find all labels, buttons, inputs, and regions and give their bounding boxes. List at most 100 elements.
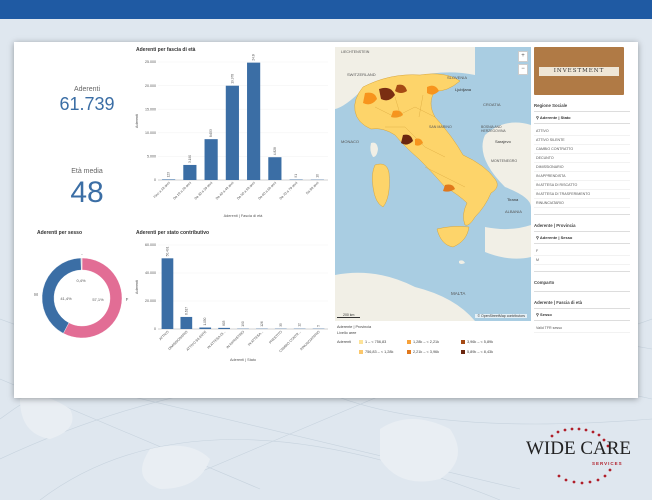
region-title: Regione Sociale <box>534 103 568 108</box>
province-orange-1[interactable] <box>363 92 377 105</box>
zoom-in-button[interactable]: + <box>518 51 528 62</box>
data-label: 123 <box>167 172 171 178</box>
gender-item[interactable]: M <box>534 256 630 265</box>
state-item[interactable]: RINUNCIATARIO <box>534 199 630 208</box>
status-bar-chart[interactable]: 60.000 40.000 20.000 0 Aderenti 50.491 ATTIVO 8… <box>132 237 332 372</box>
corsica <box>370 142 378 157</box>
y-tick-label: 40.000 <box>145 271 156 275</box>
age-bar-chart[interactable]: 25.000 20.000 15.000 10.000 5.000 0 Aderenti 12… <box>132 54 332 229</box>
bar <box>180 316 193 329</box>
state-filter-search[interactable]: ⚲ Aderente | Stato <box>534 111 630 124</box>
data-label: 50.491 <box>165 246 169 256</box>
map-zoom-controls: + − <box>518 51 528 77</box>
label-slovenia: SLOVENIA <box>447 75 468 80</box>
bar <box>218 327 230 329</box>
legend-swatch <box>407 350 411 354</box>
bar <box>199 327 212 329</box>
y-tick-label: 20.000 <box>145 84 156 88</box>
x-tick-label: IN ATTESA... <box>247 330 264 347</box>
wide-care-logo: WIDE CARE SERVICES <box>522 426 642 486</box>
province-filter-title[interactable]: Aderente | Provincia <box>534 223 576 228</box>
state-item[interactable]: IN ATTESA DI RISCATTO <box>534 181 630 190</box>
x-tick-label: Fino a 18 anni <box>153 181 171 199</box>
state-item[interactable]: DECUNTO <box>534 154 630 163</box>
data-label: 3.190 <box>188 155 192 163</box>
x-tick-label: ATTIVO <box>158 330 170 342</box>
status-chart-title: Aderenti per stato contributivo <box>136 230 210 236</box>
legend-item: 2,21k – < 3,96k <box>407 350 439 354</box>
label-croatia: CROATIA <box>483 102 501 107</box>
province-orange-5[interactable] <box>443 184 455 192</box>
donut-slice <box>80 257 83 271</box>
x-tick-label: Da 50 a 59 anni <box>236 181 256 201</box>
divider <box>534 214 630 215</box>
africa-land <box>335 272 475 321</box>
x-tick-label: PRESTITO <box>268 330 283 345</box>
gender-item[interactable]: F <box>534 247 630 256</box>
gender-chart-title: Aderenti per sesso <box>37 230 83 236</box>
sardinia[interactable] <box>372 163 390 208</box>
data-label: 24.866 <box>252 54 256 61</box>
province-orange-4[interactable] <box>415 138 423 146</box>
slice-label-other: 0,4% <box>76 278 86 283</box>
x-tick-label: ATTIVO SILENTE <box>185 329 207 351</box>
state-item[interactable]: DIMISSIONARIO <box>534 163 630 172</box>
y-tick-label: 0 <box>154 178 156 182</box>
sicily[interactable] <box>436 226 470 248</box>
data-label: 190 <box>241 321 245 327</box>
label-sarajevo: Sarajevo <box>495 139 511 144</box>
sex-filter-search[interactable]: ⚲ Sesso <box>534 308 630 321</box>
state-item[interactable]: IN APPRENDISTA <box>534 172 630 181</box>
y-tick-label: 0 <box>154 327 156 331</box>
province-orange-3[interactable] <box>391 110 403 118</box>
province-map[interactable]: LIECHTENSTEIN SWITZERLAND SLOVENIA Ljubl… <box>335 47 531 321</box>
legend-item: 1,28k – < 2,21k <box>407 340 439 344</box>
province-firenze[interactable] <box>401 134 413 145</box>
legend-item: 5,89k – < 8,43k <box>461 350 493 354</box>
logo-subtitle: SERVICES <box>592 461 623 466</box>
data-label: 8.653 <box>209 129 213 137</box>
map-graphic <box>335 47 531 321</box>
top-bar <box>0 0 652 19</box>
province-milano[interactable] <box>379 87 395 101</box>
x-tick-label: Da 60 a 69 anni <box>257 181 277 201</box>
data-label: 4.828 <box>273 147 277 155</box>
data-label: 803 <box>222 320 226 326</box>
legend-item-label: 1 – < 756,83 <box>365 340 387 344</box>
gender-donut-chart[interactable]: 57,1% 41,4% 0,4% M F - <box>34 240 134 350</box>
age-filter-title[interactable]: Aderente | Fascia di età <box>534 300 583 305</box>
state-item[interactable]: IN ATTESA DI TRASFERIMENTO <box>534 190 630 199</box>
x-tick-label: Da 19 a 29 anni <box>172 181 192 201</box>
label-montenegro: MONTENEGRO <box>491 159 518 163</box>
state-item[interactable]: CAMBIO CONTRATTO <box>534 145 630 154</box>
data-label: 19.978 <box>230 74 234 84</box>
legend-item: 756,83 – < 1,28k <box>359 350 393 354</box>
province-orange-2[interactable] <box>427 85 439 95</box>
province-brown-2[interactable] <box>395 84 407 93</box>
legend-swatch <box>461 340 465 344</box>
age-kpi-value: 48 <box>70 176 104 209</box>
data-label: 91 <box>294 174 298 178</box>
company-filter-title[interactable]: Comparto <box>534 280 555 285</box>
data-label: 8.617 <box>184 307 188 315</box>
legend-item-label: 756,83 – < 1,28k <box>365 350 394 354</box>
x-tick-label: IN RIPRISTINO <box>226 330 246 350</box>
y-axis-label: Aderenti <box>135 280 139 294</box>
label-albania: ALBANIA <box>505 209 522 214</box>
label-bosnia: BOSNIA AND HERZEGOVINA <box>481 125 506 133</box>
state-item[interactable]: ATTIVO <box>534 127 630 136</box>
label-ljubljana: Ljubljana <box>455 87 472 92</box>
data-label: 10 <box>315 174 319 178</box>
age-filter-item[interactable]: Valid TFR sesso <box>534 324 630 333</box>
state-item[interactable]: ATTIVO SILENTE <box>534 136 630 145</box>
logo-dots-icon <box>550 427 612 485</box>
data-label: 12 <box>298 323 302 327</box>
zoom-out-button[interactable]: − <box>518 64 528 75</box>
data-label: 1.050 <box>203 317 207 325</box>
italy-mainland[interactable] <box>354 73 498 226</box>
label-san-marino: SAN MARINO <box>429 125 452 129</box>
map-credit[interactable]: © OpenStreetMap contributors <box>475 314 527 318</box>
investment-image: INVESTMENT <box>534 47 624 95</box>
legend-item: 3,96k – < 5,89k <box>461 340 493 344</box>
gender-filter-search[interactable]: ⚲ Aderente | Sesso <box>534 231 630 244</box>
